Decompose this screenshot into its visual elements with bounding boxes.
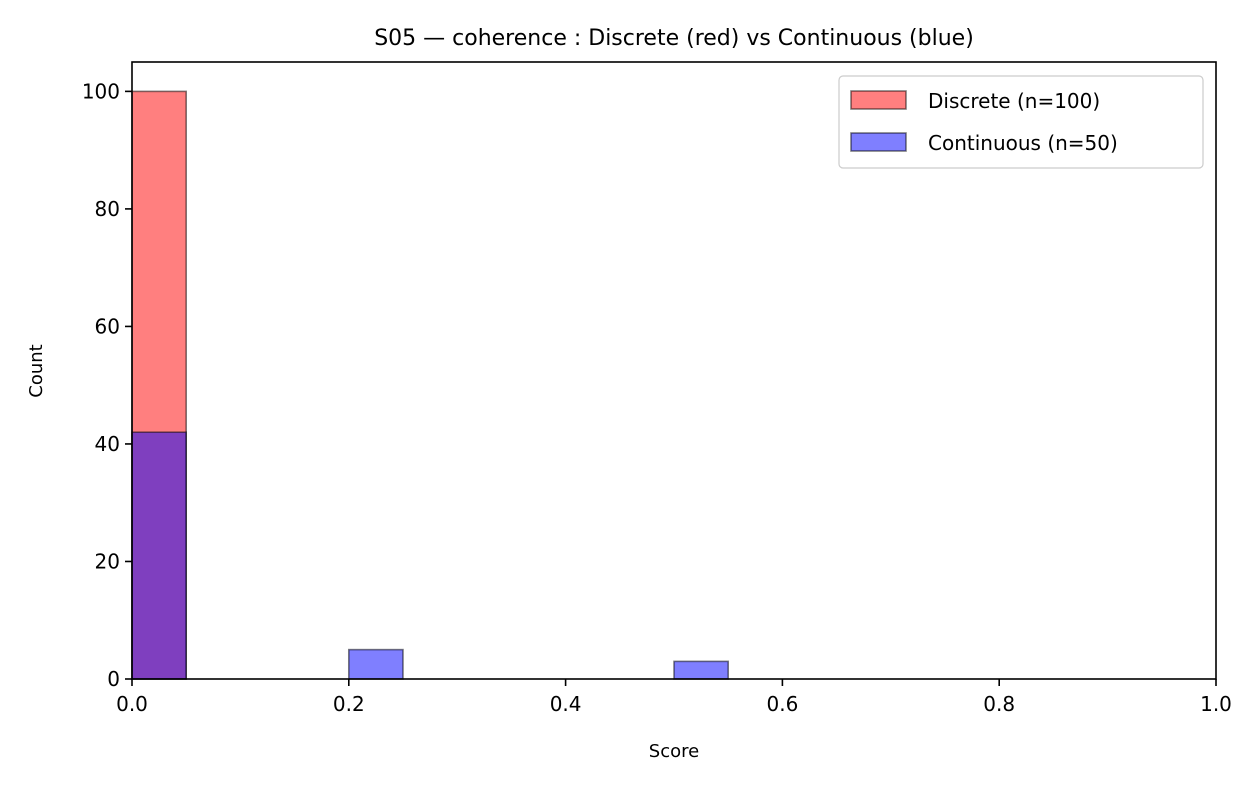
x-tick-label: 0.0 [116,692,148,716]
bar-continuous-2 [673,660,730,680]
y-tick-label: 0 [107,667,120,691]
x-tick-label: 0.2 [333,692,365,716]
bar-continuous-1 [347,648,404,680]
x-axis-label: Score [649,741,699,762]
y-axis-ticks: 0 20 40 60 80 100 [82,79,132,691]
y-axis-label: Count [26,344,47,397]
legend-frame [838,75,1204,169]
x-axis-ticks: 0.0 0.2 0.4 0.6 0.8 1.0 [116,679,1232,716]
legend-swatch-discrete [850,90,907,110]
x-tick-label: 0.8 [983,692,1015,716]
legend-swatch-continuous [850,132,907,152]
x-tick-label: 0.4 [550,692,582,716]
y-tick-label: 20 [95,549,120,573]
legend: Discrete (n=100) Continuous (n=50) [838,75,1204,169]
bar-continuous-0 [131,431,188,680]
chart-title: S05 — coherence : Discrete (red) vs Cont… [374,26,974,51]
x-tick-label: 0.6 [766,692,798,716]
plot-frame [131,61,1217,680]
legend-label-discrete: Discrete (n=100) [928,89,1100,113]
bars-layer [131,90,730,680]
legend-label-continuous: Continuous (n=50) [928,131,1118,155]
x-tick-label: 1.0 [1200,692,1232,716]
y-tick-label: 100 [82,79,120,103]
y-tick-label: 80 [95,197,120,221]
y-tick-label: 40 [95,432,120,456]
y-tick-label: 60 [95,314,120,338]
